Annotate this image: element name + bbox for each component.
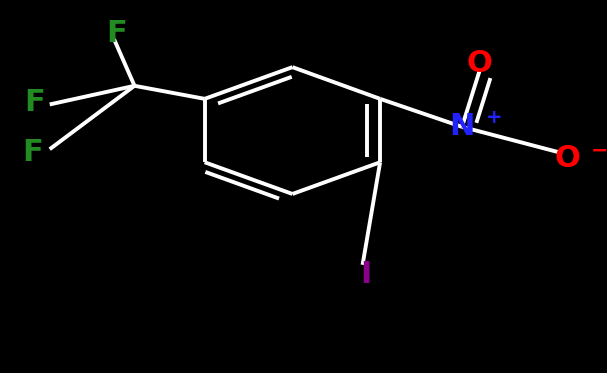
Text: −: − <box>591 141 607 161</box>
Text: +: + <box>486 108 502 127</box>
Text: O: O <box>554 144 580 173</box>
Text: N: N <box>449 112 475 141</box>
Text: F: F <box>22 138 42 167</box>
Text: F: F <box>25 88 46 117</box>
Text: I: I <box>360 260 371 289</box>
Text: O: O <box>467 49 492 78</box>
Text: F: F <box>107 19 127 48</box>
